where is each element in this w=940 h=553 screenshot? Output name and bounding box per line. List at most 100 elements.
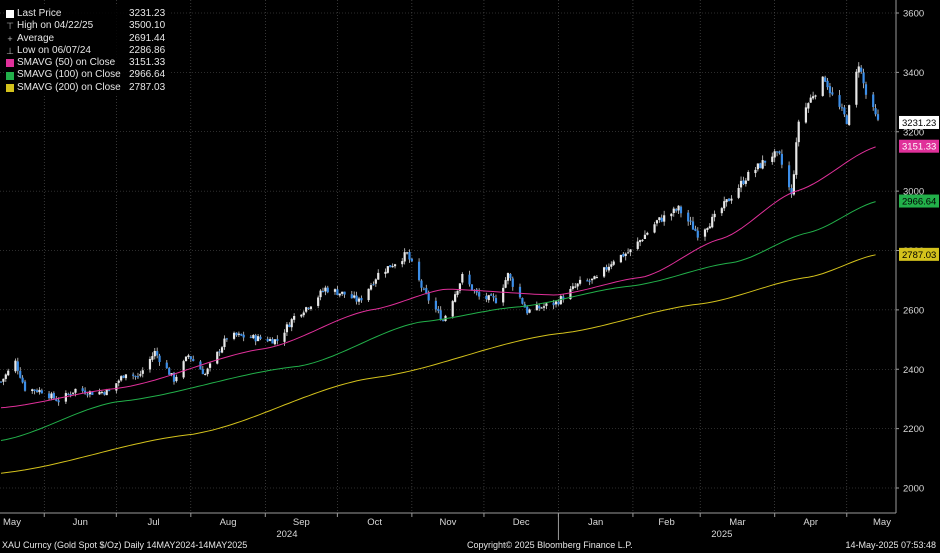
candle-body	[360, 297, 363, 301]
candle-body	[708, 226, 711, 229]
legend-swatch-sma100	[6, 71, 14, 80]
candle-body	[612, 261, 615, 265]
y-tick-label: 3400	[903, 68, 924, 79]
x-tick-label: Sep	[293, 517, 310, 528]
candle-body	[100, 391, 104, 393]
candle-body	[324, 287, 327, 292]
candle-body	[98, 391, 101, 395]
candle-body	[442, 320, 445, 322]
candle-body	[742, 180, 745, 185]
candle-body	[730, 198, 733, 201]
candle-body	[259, 336, 262, 339]
candle-body	[353, 295, 356, 298]
candle-body	[559, 296, 562, 305]
candle-body	[369, 285, 373, 290]
candle-body	[182, 361, 185, 378]
candle-body	[840, 107, 844, 109]
candle-body	[232, 332, 236, 339]
candle-body	[7, 370, 10, 376]
candle-body	[610, 264, 613, 267]
candle-body	[434, 300, 437, 310]
candle-body	[545, 303, 548, 306]
legend-row-sma200: SMAVG (200) on Close 2787.03	[6, 82, 165, 94]
y-tick-label: 2600	[903, 305, 924, 316]
candle-body	[831, 92, 834, 95]
candle-body	[506, 273, 510, 281]
candle-body	[223, 338, 226, 348]
candle-body	[509, 273, 512, 279]
candle-body	[595, 277, 598, 279]
candle-body	[216, 351, 219, 364]
candle-body	[19, 370, 22, 378]
candle-body	[458, 283, 462, 291]
candle-body	[562, 296, 565, 300]
candle-body	[184, 356, 188, 362]
candle-body	[504, 280, 507, 288]
candle-body	[33, 389, 36, 391]
candle-body	[153, 350, 156, 357]
candle-body	[237, 333, 240, 335]
candle-body	[574, 286, 577, 288]
x-tick-label: Dec	[513, 517, 530, 528]
sma-line-200	[0, 254, 876, 474]
candle-body	[691, 221, 695, 230]
x-tick-label: Apr	[803, 517, 818, 528]
candle-body	[576, 283, 579, 287]
candle-body	[747, 172, 750, 181]
candle-body	[86, 394, 89, 396]
candle-body	[809, 97, 812, 103]
candle-body	[23, 381, 27, 391]
candle-body	[35, 390, 39, 392]
candle-body	[141, 370, 144, 374]
sma200-value-label-bg	[899, 247, 939, 261]
candle-body	[456, 290, 459, 295]
candle-body	[105, 389, 108, 396]
candle-body	[511, 278, 514, 287]
candle-body	[168, 368, 171, 375]
candle-body	[321, 291, 325, 293]
candle-body	[273, 339, 277, 345]
sma-line-100	[0, 201, 876, 441]
candle-body	[187, 355, 190, 358]
candle-body	[422, 288, 425, 290]
candle-body	[88, 391, 92, 395]
x-tick-label: Nov	[439, 517, 456, 528]
candle-body	[787, 165, 791, 188]
y-tick-label: 3000	[903, 187, 924, 198]
x-tick-label: May	[873, 517, 891, 528]
candle-body	[703, 229, 707, 237]
candle-body	[148, 359, 152, 370]
candle-body	[720, 208, 723, 214]
candle-body	[374, 279, 377, 284]
candle-body	[302, 312, 305, 316]
legend-row-sma100: SMAVG (100) on Close 2966.64	[6, 69, 165, 81]
y-tick-label: 2000	[903, 484, 924, 495]
candle-body	[812, 96, 815, 99]
candle-body	[357, 298, 361, 302]
candle-body	[737, 187, 740, 198]
legend-value: 2966.64	[129, 69, 166, 81]
candle-body	[288, 324, 291, 327]
legend-label: Low on 06/07/24	[17, 44, 91, 56]
candle-body	[21, 377, 24, 383]
candle-body	[646, 232, 649, 235]
candle-body	[725, 199, 728, 203]
candle-body	[874, 108, 877, 115]
footer-ticker-info: XAU Curncy (Gold Spot $/Oz) Daily 14MAY2…	[2, 540, 248, 550]
candle-body	[660, 217, 663, 222]
candle-body	[38, 389, 41, 393]
candle-body	[538, 305, 541, 309]
y-tick-label: 3600	[903, 9, 924, 20]
candle-body	[305, 307, 308, 312]
candle-body	[641, 239, 644, 241]
candle-body	[319, 290, 322, 298]
candle-body	[675, 209, 678, 211]
candle-body	[771, 156, 774, 162]
candle-body	[175, 376, 178, 382]
candle-body	[103, 392, 106, 395]
x-tick-label: Oct	[367, 517, 382, 528]
candle-body	[590, 278, 594, 281]
candle-body	[670, 213, 673, 217]
x-tick-label: Jun	[73, 517, 88, 528]
candle-body	[410, 258, 413, 262]
